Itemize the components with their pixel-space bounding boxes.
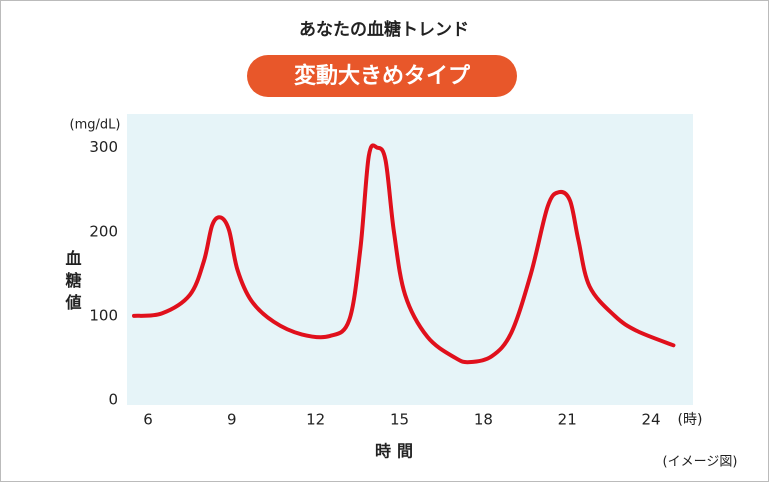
x-tick-label: 9 [227,411,237,429]
y-tick-label: 0 [108,391,118,409]
badge-bg [247,55,517,97]
badge-text: 変動大きめタイプ [294,63,471,89]
chart-title: あなたの血糖トレンド [299,19,469,40]
y-label: 血糖値 [63,249,83,316]
x-tick-label: 24 [642,411,661,429]
y-tick-label: 200 [89,222,118,240]
x-tick-label: 21 [558,411,577,429]
x-tick-label: 6 [143,411,153,429]
x-unit: (時) [678,412,703,428]
x-tick-label: 18 [474,411,493,429]
x-tick-label: 12 [306,411,325,429]
y-tick-label: 100 [89,306,118,324]
y-unit: (mg/dL) [70,118,121,133]
glucose-line [131,143,676,365]
note: (イメージ図) [663,455,738,470]
x-tick-label: 15 [390,411,409,429]
plot-area [127,114,693,405]
x-label: 時間 [375,442,419,461]
y-tick-label: 300 [89,138,118,156]
